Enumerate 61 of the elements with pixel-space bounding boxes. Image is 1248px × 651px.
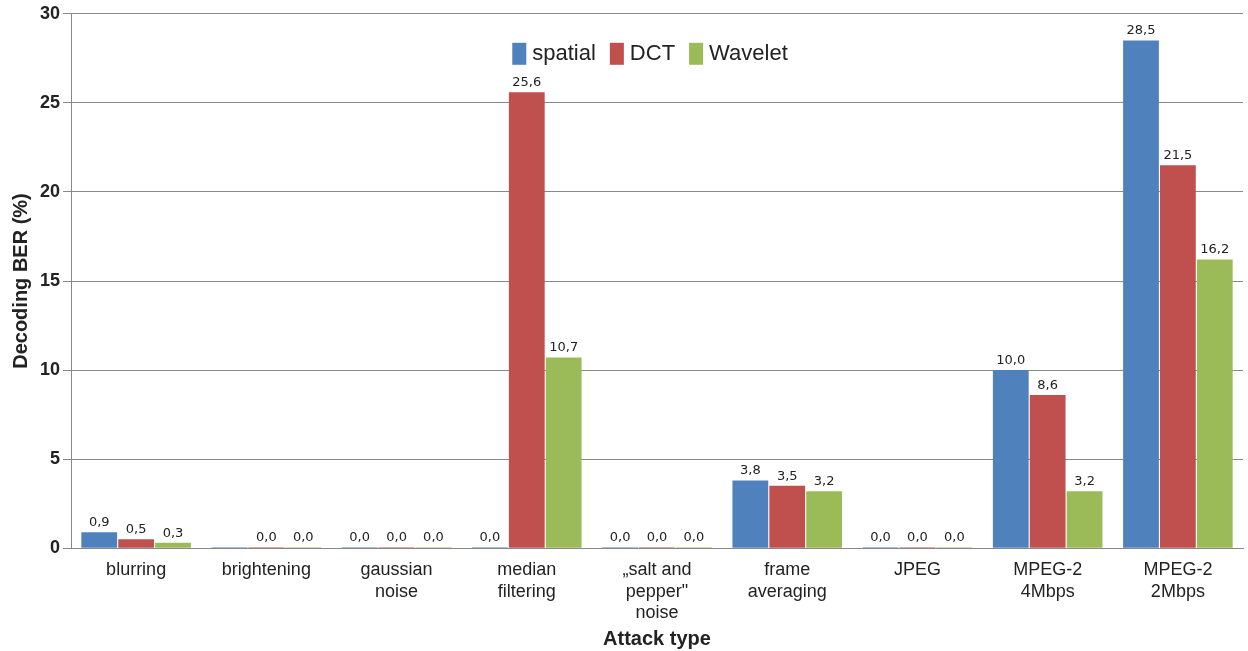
bar: [508, 92, 545, 548]
bar: [806, 491, 843, 548]
bar: [992, 370, 1029, 548]
data-label: 10,0: [996, 351, 1026, 367]
data-label: 0,0: [256, 529, 277, 545]
x-axis-title: Attack type: [603, 626, 711, 649]
y-axis-title: Decoding BER (%): [8, 193, 31, 369]
data-label: 3,2: [813, 473, 835, 489]
bar: [1123, 40, 1159, 548]
legend-label: spatial: [532, 39, 596, 65]
data-label: 28,5: [1126, 22, 1156, 38]
data-label: 0,3: [162, 524, 184, 540]
data-label: 3,2: [1074, 473, 1095, 489]
data-label: 0,0: [386, 529, 407, 545]
x-tick-label: MPEG-2 4Mbps: [1013, 558, 1083, 601]
x-tick-label: MPEG-2 2Mbps: [1143, 558, 1213, 601]
data-label: 0,0: [646, 529, 668, 545]
x-tick-label: JPEG: [893, 558, 941, 579]
x-tick-label: blurring: [106, 558, 167, 579]
data-label: 0,0: [349, 529, 371, 545]
y-tick-label: 15: [39, 269, 61, 290]
bar: [732, 480, 769, 548]
data-label: 3,8: [739, 462, 761, 478]
bar: [81, 532, 118, 548]
data-label: 0,9: [88, 514, 110, 530]
data-label: 8,6: [1037, 376, 1059, 392]
x-tick-label: „salt and pepper" noise: [622, 558, 692, 623]
data-label: 0,0: [683, 529, 705, 545]
y-tick-label: 0: [50, 537, 61, 558]
bar: [1196, 259, 1233, 548]
data-label: 16,2: [1200, 241, 1230, 257]
legend-label: DCT: [629, 39, 676, 65]
data-label: 0,0: [609, 529, 631, 545]
legend-label: Wavelet: [709, 39, 788, 65]
y-tick-label: 10: [39, 359, 61, 380]
data-label: 25,6: [512, 74, 542, 90]
y-tick-label: 25: [39, 91, 61, 112]
data-label: 10,7: [549, 339, 579, 355]
bar: [769, 485, 806, 548]
data-label: 21,5: [1163, 147, 1193, 163]
bar: [545, 357, 582, 548]
data-label: 0,0: [907, 529, 928, 545]
bar: [118, 539, 155, 548]
data-label: 0,5: [125, 521, 147, 537]
x-tick-label: frame averaging: [747, 558, 827, 601]
y-tick-label: 30: [39, 2, 61, 23]
data-label: 3,5: [776, 467, 798, 483]
x-tick-label: gaussian noise: [360, 558, 433, 601]
bar: [1029, 395, 1066, 548]
data-label: 0,0: [479, 529, 501, 545]
bar: [155, 542, 191, 548]
bar: [1160, 165, 1196, 548]
data-label: 0,0: [292, 529, 314, 545]
y-tick-label: 5: [50, 448, 61, 469]
x-tick-label: median filtering: [497, 558, 557, 601]
bar: [1066, 491, 1103, 548]
data-label: 0,0: [944, 529, 965, 545]
data-label: 0,0: [423, 529, 444, 545]
data-label: 0,0: [870, 529, 891, 545]
y-tick-label: 20: [39, 180, 61, 201]
x-tick-label: brightening: [221, 558, 311, 579]
